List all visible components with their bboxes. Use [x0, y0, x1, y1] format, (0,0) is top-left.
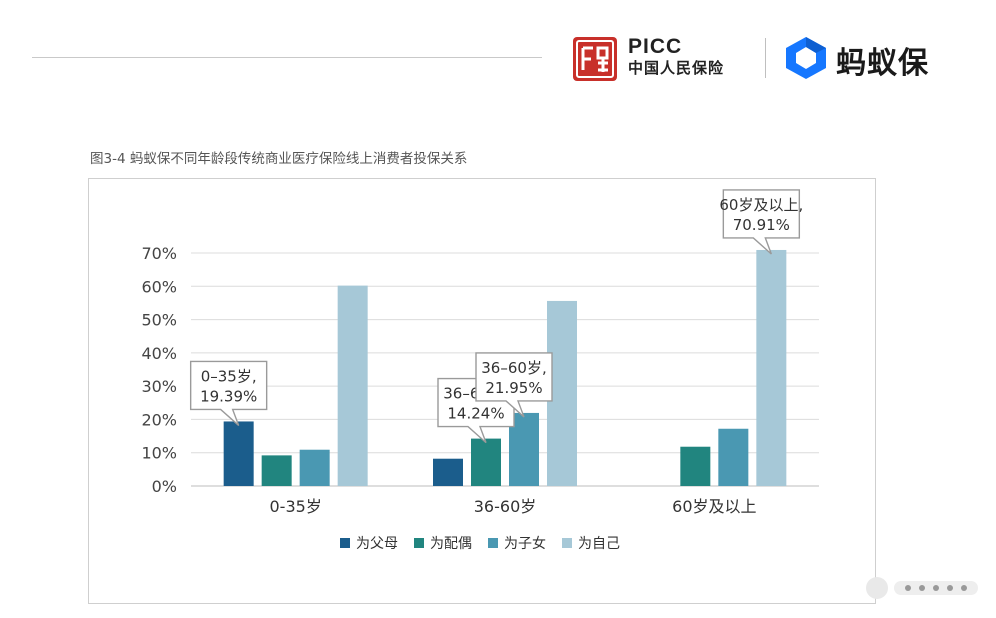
y-tick-label: 70% [141, 244, 177, 263]
x-tick-label: 60岁及以上 [672, 497, 756, 516]
y-tick-label: 30% [141, 377, 177, 396]
chart-frame: 0% 10% 20% 30% 40% 50% 60% 70% 0-35岁 36-60岁 60岁及以上… [88, 178, 876, 604]
bar [433, 458, 463, 486]
bar [337, 285, 368, 486]
bar [299, 449, 330, 486]
annotation-value: 14.24% [447, 405, 504, 423]
legend-label: 为子女 [504, 535, 546, 552]
picc-seal-logo-icon [573, 37, 617, 81]
logo-separator [765, 38, 766, 78]
y-tick-label: 40% [141, 344, 177, 363]
legend-swatch [562, 538, 572, 548]
legend-swatch [414, 538, 424, 548]
bar [261, 455, 292, 486]
bar [756, 249, 787, 486]
ant-brand-name: 蚂蚁保 [836, 46, 929, 81]
picc-brand: PICC 中国人民保险 [628, 36, 724, 78]
y-tick-label: 0% [152, 477, 177, 496]
y-tick-label: 20% [141, 410, 177, 429]
x-tick-label: 36-60岁 [474, 497, 537, 516]
annotation-callout [475, 352, 553, 418]
bar [680, 446, 711, 486]
header-rule [32, 57, 542, 58]
annotation-value: 21.95% [485, 379, 542, 397]
picc-chinese-name: 中国人民保险 [628, 59, 725, 77]
y-tick-label: 60% [141, 277, 177, 296]
bar [718, 428, 749, 486]
legend-swatch [340, 538, 350, 548]
picc-name: PICC [628, 35, 683, 58]
bar [223, 421, 254, 486]
annotation-callout [189, 360, 268, 426]
annotation-label: 36–60岁, [481, 359, 546, 377]
annotation-callout [722, 189, 801, 255]
legend-label: 为配偶 [430, 536, 472, 552]
x-tick-label: 0-35岁 [270, 497, 322, 516]
annotation-label: 0–35岁, [201, 367, 257, 385]
bar [471, 438, 501, 486]
figure-caption: 图3-4 蚂蚁保不同年龄段传统商业医疗保险线上消费者投保关系 [90, 151, 468, 167]
legend-swatch [488, 538, 498, 548]
annotation-value: 70.91% [733, 216, 790, 234]
bar-chart: 0% 10% 20% 30% 40% 50% 60% 70% 0-35岁 36-60岁 60岁及以上… [141, 189, 819, 552]
y-tick-label: 50% [141, 311, 177, 330]
more-options-icon[interactable] [862, 573, 982, 603]
ant-insurance-logo-icon [786, 37, 826, 79]
annotation-label: 60岁及以上, [719, 196, 803, 214]
annotation-value: 19.39% [200, 387, 257, 405]
y-tick-label: 10% [141, 444, 177, 463]
legend-label: 为父母 [356, 536, 398, 552]
legend-label: 为自己 [578, 536, 620, 552]
